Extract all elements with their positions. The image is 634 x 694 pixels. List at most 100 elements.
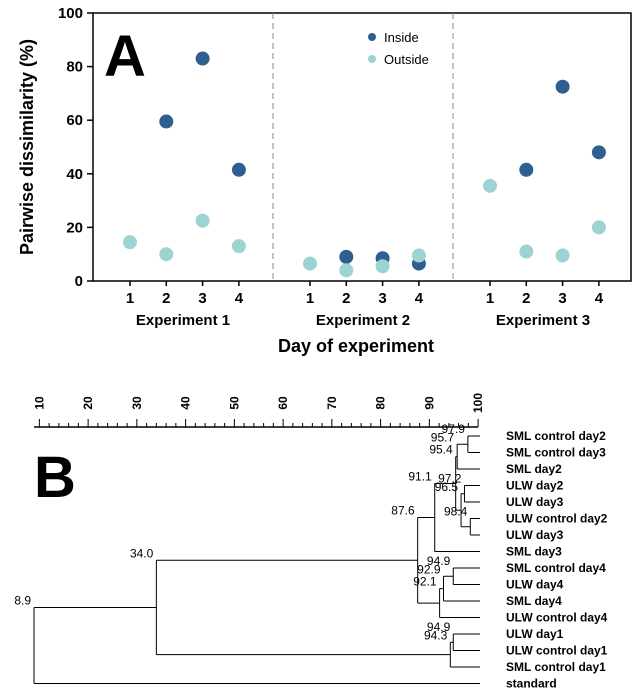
leaf-label: SML control day3	[506, 446, 606, 460]
x-tick-label: 2	[342, 290, 350, 307]
data-points	[123, 51, 606, 278]
point-outside	[591, 220, 606, 235]
x-tick-label: 3	[198, 290, 206, 307]
legend: Inside Outside	[368, 30, 429, 67]
leaf-label: SML control day2	[506, 429, 606, 443]
node-similarity-label: 94.9	[427, 554, 451, 568]
point-inside	[195, 51, 210, 66]
point-outside	[303, 256, 317, 271]
scale-tick-label: 80	[374, 396, 388, 410]
node-similarity-label: 8.9	[14, 593, 31, 607]
leaf-label: ULW control day4	[506, 611, 608, 625]
x-tick-label: 4	[235, 290, 244, 307]
point-inside	[555, 79, 570, 94]
point-outside	[231, 239, 246, 254]
x-tick-label: 2	[522, 290, 530, 307]
scale-tick-label: 50	[227, 396, 241, 410]
point-inside	[519, 162, 534, 177]
experiment-label: Experiment 3	[496, 312, 590, 329]
leaf-label: SML control day4	[506, 561, 606, 575]
scale-tick-label: 10	[32, 396, 46, 410]
scale-tick-label: 40	[179, 396, 193, 410]
node-similarity-label: 87.6	[391, 503, 415, 517]
leaf-label: ULW control day1	[506, 644, 608, 658]
y-axis-label: Pairwise dissimilarity (%)	[17, 39, 37, 255]
y-tick-label: 80	[66, 59, 83, 76]
node-similarity-label: 95.7	[431, 430, 455, 444]
point-outside	[195, 213, 210, 228]
y-tick-label: 60	[66, 112, 83, 129]
point-inside	[159, 114, 174, 129]
y-ticks: 0 20 40 60 80 100	[58, 5, 93, 290]
point-outside	[411, 248, 426, 263]
dendrogram-tree: 97.995.797.298.496.595.491.194.992.992.1…	[14, 422, 480, 684]
point-outside	[375, 259, 390, 274]
scale-tick-label: 30	[130, 396, 144, 410]
leaf-label: ULW control day2	[506, 512, 608, 526]
leaf-label: standard	[506, 677, 557, 691]
panel-letter-b: B	[34, 445, 76, 510]
x-tick-label: 1	[126, 290, 134, 307]
scale-tick-label: 20	[81, 396, 95, 410]
node-similarity-label: 96.5	[435, 480, 459, 494]
x-axis-label: Day of experiment	[278, 336, 434, 356]
point-outside	[123, 235, 137, 250]
dendrogram-panel-b: B 10 20 30 40 50 60 70 80 90 100 97.995.797.298.4…	[14, 393, 607, 691]
node-similarity-label: 95.4	[429, 443, 453, 457]
legend-marker-inside	[368, 33, 376, 41]
legend-marker-outside	[368, 55, 376, 63]
point-outside	[339, 263, 354, 278]
point-inside	[339, 249, 354, 264]
point-inside	[591, 145, 606, 160]
node-similarity-label: 92.9	[417, 562, 441, 576]
scale-tick-label: 100	[471, 393, 485, 413]
experiment-dividers	[272, 13, 454, 281]
leaf-label: SML day2	[506, 462, 562, 476]
leaf-label: ULW day1	[506, 627, 564, 641]
x-tick-label: 3	[558, 290, 566, 307]
node-similarity-label: 91.1	[408, 469, 432, 483]
point-outside	[519, 244, 534, 259]
x-tick-label: 1	[306, 290, 314, 307]
panel-letter-a: A	[104, 24, 146, 89]
node-similarity-label: 97.9	[442, 422, 466, 436]
node-similarity-label: 94.9	[427, 620, 451, 634]
node-similarity-label: 34.0	[130, 546, 154, 560]
scale-tick-label: 90	[422, 396, 436, 410]
y-tick-label: 0	[75, 273, 83, 290]
y-tick-label: 40	[66, 166, 83, 183]
experiment-label: Experiment 2	[316, 312, 410, 329]
leaf-label: SML control day1	[506, 660, 606, 674]
scatter-panel-a: A Pairwise dissimilarity (%) Day of expe…	[17, 5, 632, 356]
node-similarity-label: 98.4	[444, 505, 468, 519]
node-similarity-label: 94.3	[424, 628, 448, 642]
leaf-label: ULW day3	[506, 495, 564, 509]
plot-frame	[92, 12, 632, 282]
x-tick-label: 4	[415, 290, 424, 307]
x-tick-label: 1	[486, 290, 494, 307]
leaf-label: ULW day2	[506, 479, 564, 493]
point-outside	[159, 247, 174, 262]
x-tick-label: 4	[595, 290, 604, 307]
point-outside	[555, 248, 570, 263]
point-outside	[483, 178, 497, 193]
leaf-label: ULW day4	[506, 578, 564, 592]
legend-label-outside: Outside	[384, 52, 429, 67]
leaf-label: SML day3	[506, 545, 562, 559]
leaf-labels: SML control day2 SML control day3 SML day2…	[506, 429, 608, 691]
node-similarity-label: 92.1	[413, 575, 437, 589]
leaf-label: SML day4	[506, 594, 562, 608]
experiment-label: Experiment 1	[136, 312, 230, 329]
point-inside	[231, 162, 246, 177]
y-tick-label: 100	[58, 5, 83, 22]
x-tick-label: 2	[162, 290, 170, 307]
scale-tick-label: 70	[325, 396, 339, 410]
leaf-label: ULW day3	[506, 528, 564, 542]
legend-label-inside: Inside	[384, 30, 419, 45]
scale-tick-label: 60	[276, 396, 290, 410]
similarity-scale: 10 20 30 40 50 60 70 80 90 100	[32, 393, 485, 428]
y-tick-label: 20	[66, 219, 83, 236]
x-tick-label: 3	[378, 290, 386, 307]
